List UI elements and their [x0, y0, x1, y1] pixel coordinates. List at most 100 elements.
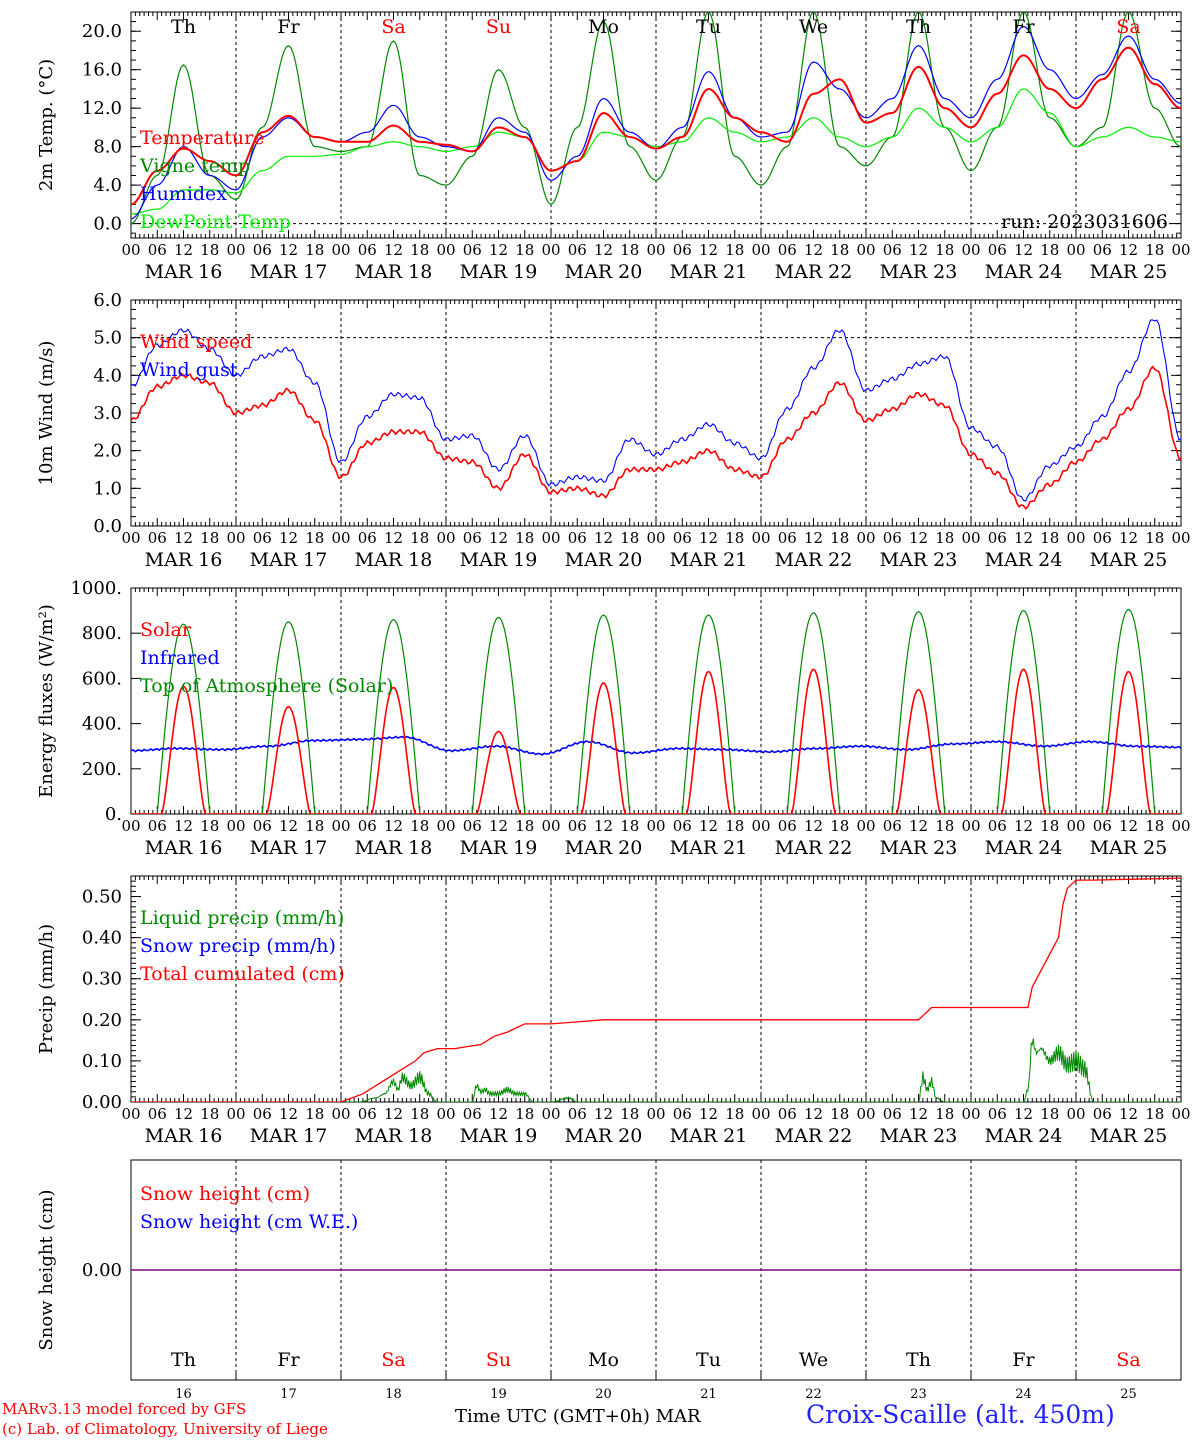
hour-label: 06 [568, 817, 587, 835]
hour-label: 00 [1066, 529, 1085, 547]
date-label: MAR 16 [145, 1125, 223, 1147]
hour-label: 12 [1014, 529, 1033, 547]
date-label: MAR 23 [880, 837, 958, 859]
date-label: MAR 20 [565, 261, 643, 283]
legend: Snow height (cm) Snow height (cm W.E.) [140, 1183, 358, 1233]
hour-label: 00 [961, 241, 980, 259]
panel-frame-1 [130, 11, 1182, 239]
legend-entry: Solar [140, 619, 192, 641]
hour-label: 06 [358, 817, 377, 835]
date-label: MAR 21 [670, 549, 748, 571]
hour-label: 18 [305, 1105, 324, 1123]
hour-label: 06 [673, 241, 692, 259]
hour-label: 12 [699, 817, 718, 835]
legend-entry: Snow height (cm W.E.) [140, 1211, 358, 1233]
day-label: Fr [1012, 16, 1035, 38]
day-label: Th [906, 1349, 931, 1371]
day-label: Mo [588, 1349, 619, 1371]
day-label: We [799, 16, 828, 38]
day-number: 16 [175, 1387, 192, 1402]
hour-label: 18 [1040, 529, 1059, 547]
y-tick-label: 0.30 [82, 969, 122, 990]
hour-label: 18 [935, 1105, 954, 1123]
date-label: MAR 16 [145, 261, 223, 283]
y-tick-label: 1.0 [93, 478, 122, 499]
hour-label: 12 [594, 529, 613, 547]
series-line-infrared [131, 735, 1181, 756]
day-number: 17 [280, 1387, 297, 1402]
y-axis-label: Snow height (cm) [36, 1189, 57, 1350]
date-label: MAR 22 [775, 261, 853, 283]
x-axis-month: MAR [655, 1406, 701, 1427]
hour-label: 00 [646, 529, 665, 547]
date-label: MAR 17 [250, 261, 328, 283]
y-tick-label: 0.0 [93, 516, 122, 537]
day-label: Th [171, 1349, 196, 1371]
y-tick-label: 0.40 [82, 928, 122, 949]
hour-label: 06 [358, 529, 377, 547]
hour-label: 00 [1066, 241, 1085, 259]
series-line-wind-speed [131, 365, 1181, 510]
hour-label: 00 [436, 817, 455, 835]
hour-label: 06 [883, 241, 902, 259]
hour-label: 18 [1145, 529, 1164, 547]
hour-label: 00 [961, 817, 980, 835]
y-tick-label: 20.0 [82, 21, 122, 42]
y-tick-label: 2.0 [93, 441, 122, 462]
date-label: MAR 22 [775, 837, 853, 859]
hour-label: 06 [253, 1105, 272, 1123]
hour-label: 18 [305, 241, 324, 259]
day-label: Sa [1116, 16, 1140, 38]
hour-label: 06 [148, 1105, 167, 1123]
day-number: 23 [910, 1387, 927, 1402]
y-axis-label: 10m Wind (m/s) [36, 341, 57, 486]
day-label: Fr [277, 1349, 300, 1371]
hour-label: 00 [331, 241, 350, 259]
hour-label: 00 [331, 817, 350, 835]
day-number: 24 [1015, 1387, 1032, 1402]
hour-label: 18 [1040, 817, 1059, 835]
date-label: MAR 24 [985, 837, 1063, 859]
hour-label: 06 [1093, 241, 1112, 259]
series-line-total-cumulated [131, 877, 1181, 1102]
hour-label: 18 [305, 529, 324, 547]
hour-label: 00 [1066, 817, 1085, 835]
hour-label: 18 [1040, 1105, 1059, 1123]
y-tick-label: 200. [82, 759, 122, 780]
y-tick-label: 0. [105, 804, 122, 825]
lab-credit: (c) Lab. of Climatology, University of L… [2, 1420, 328, 1438]
hour-label: 18 [830, 817, 849, 835]
date-label: MAR 17 [250, 837, 328, 859]
hour-label: 12 [279, 529, 298, 547]
day-label: Fr [1012, 1349, 1035, 1371]
y-tick-label: 1000. [70, 578, 122, 599]
y-tick-label: 6.0 [93, 290, 122, 311]
day-number: 25 [1120, 1387, 1137, 1402]
hour-label: 12 [174, 241, 193, 259]
hour-label: 06 [148, 817, 167, 835]
date-label: MAR 22 [775, 1125, 853, 1147]
hour-label: 12 [699, 1105, 718, 1123]
hour-label: 18 [725, 817, 744, 835]
legend-entry: Infrared [140, 647, 220, 669]
day-label: Su [486, 1349, 511, 1371]
hour-label: 12 [804, 817, 823, 835]
hour-label: 00 [121, 529, 140, 547]
series-line-solar [131, 668, 1181, 814]
date-label: MAR 23 [880, 549, 958, 571]
hour-label: 06 [463, 529, 482, 547]
day-label: Th [171, 16, 196, 38]
date-label: MAR 18 [355, 261, 433, 283]
hour-label: 18 [1040, 241, 1059, 259]
hour-label: 12 [384, 1105, 403, 1123]
series-line-toa-solar [131, 608, 1181, 814]
hour-label: 12 [699, 241, 718, 259]
legend-entry: Total cumulated (cm) [140, 963, 345, 985]
legend-entry: Wind gust [140, 359, 238, 381]
hour-label: 12 [909, 817, 928, 835]
hour-label: 18 [725, 1105, 744, 1123]
hour-label: 00 [751, 1105, 770, 1123]
hour-label: 00 [856, 529, 875, 547]
date-label: MAR 21 [670, 1125, 748, 1147]
hour-label: 12 [384, 817, 403, 835]
